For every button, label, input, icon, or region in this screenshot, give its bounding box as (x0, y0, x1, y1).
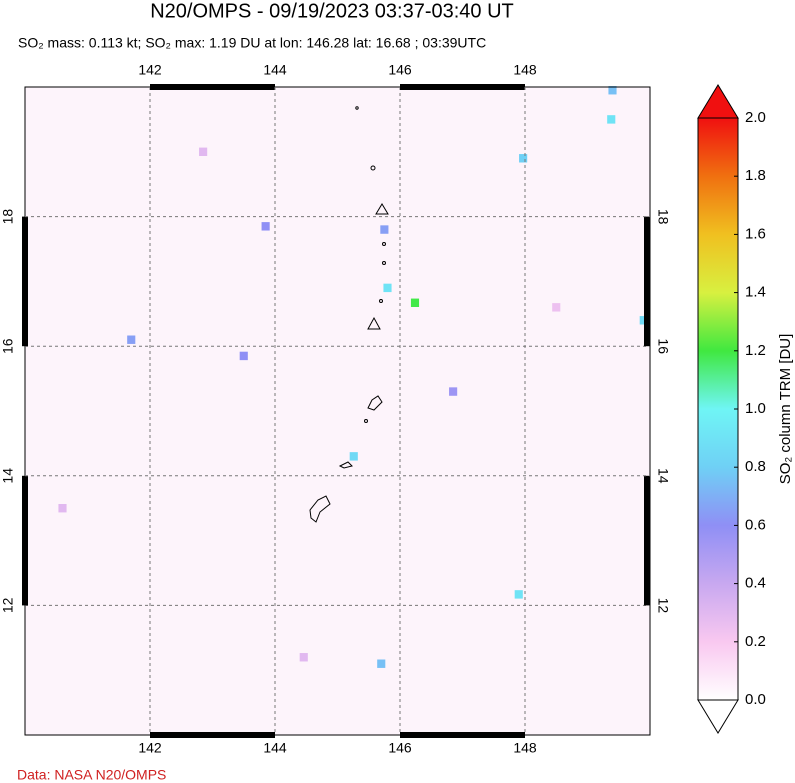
colorbar-label: SO₂ column TRM [DU] (777, 334, 794, 485)
colorbar-tick-label: 1.8 (745, 167, 766, 184)
y-tick-label: 16 (655, 338, 671, 354)
colorbar-tick-label: 1.0 (745, 400, 766, 417)
frame-tick-bar (150, 732, 275, 738)
colorbar-tick-label: 0.6 (745, 516, 766, 533)
frame-tick-bar (400, 732, 525, 738)
chart-title: N20/OMPS - 09/19/2023 03:37-03:40 UT (150, 0, 514, 22)
so2-pixel (519, 154, 528, 163)
so2-pixel (261, 222, 270, 231)
frame-tick-bar (644, 216, 650, 347)
colorbar-tick-label: 0.4 (745, 575, 766, 592)
so2-pixel (410, 298, 420, 307)
colorbar-tick-label: 0.8 (745, 458, 766, 475)
so2-pixel (349, 452, 358, 461)
frame-tick-bar (400, 84, 525, 90)
map-area (25, 87, 650, 735)
frame-tick-bar (644, 475, 650, 606)
y-tick-label: 14 (0, 468, 16, 484)
frame-tick-bar (22, 475, 28, 606)
so2-pixel (380, 225, 389, 234)
y-tick-label: 18 (655, 209, 671, 225)
so2-pixel (127, 335, 136, 344)
so2-pixel (639, 316, 648, 325)
so2-pixel (514, 590, 523, 599)
so2-pixel (58, 503, 67, 513)
coastlines (309, 106, 389, 523)
colorbar (697, 117, 739, 701)
so2-pixel (449, 387, 458, 396)
so2-pixel (383, 283, 392, 293)
colorbar-tick-label: 0.2 (745, 633, 766, 650)
so2-pixel (199, 147, 208, 157)
so2-pixel (377, 659, 386, 668)
so2-pixel (299, 653, 308, 662)
map-frame (24, 86, 651, 736)
y-tick-label: 16 (0, 338, 16, 354)
y-tick-label: 18 (0, 209, 16, 225)
so2-pixel (239, 351, 248, 361)
x-tick-label: 144 (263, 62, 287, 78)
colorbar-tick-label: 2.0 (745, 109, 766, 126)
x-tick-label: 142 (138, 740, 162, 756)
data-source: Data: NASA N20/OMPS (17, 767, 166, 783)
colorbar-tick-label: 1.4 (745, 284, 766, 301)
x-tick-label: 142 (138, 62, 162, 78)
subtitle: SO₂ mass: 0.113 kt; SO₂ max: 1.19 DU at … (18, 35, 486, 51)
colorbar-tick-label: 1.6 (745, 225, 766, 242)
colorbar-tick-label: 0.0 (745, 691, 766, 708)
so2-pixel (552, 303, 561, 312)
x-tick-label: 144 (263, 740, 287, 756)
x-tick-label: 146 (388, 62, 412, 78)
colorbar-tick-label: 1.2 (745, 342, 766, 359)
y-tick-label: 14 (655, 468, 671, 484)
x-tick-label: 148 (513, 740, 537, 756)
so2-pixel (607, 115, 616, 124)
x-tick-label: 146 (388, 740, 412, 756)
colorbar-max-arrow (697, 84, 739, 119)
colorbar-min-arrow (697, 699, 739, 734)
y-tick-label: 12 (655, 598, 671, 614)
frame-tick-bar (22, 216, 28, 347)
y-tick-label: 12 (0, 597, 16, 613)
frame-tick-bar (150, 84, 275, 90)
x-tick-label: 148 (513, 62, 537, 78)
so2-pixel (608, 86, 617, 95)
